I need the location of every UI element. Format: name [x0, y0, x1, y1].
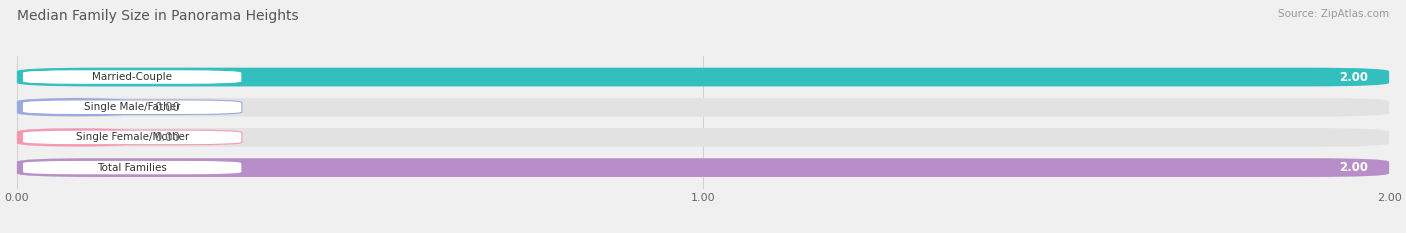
- FancyBboxPatch shape: [17, 68, 1389, 86]
- FancyBboxPatch shape: [17, 68, 1389, 86]
- FancyBboxPatch shape: [17, 128, 134, 147]
- Text: Single Female/Mother: Single Female/Mother: [76, 132, 188, 142]
- Text: Source: ZipAtlas.com: Source: ZipAtlas.com: [1278, 9, 1389, 19]
- FancyBboxPatch shape: [17, 158, 1389, 177]
- Text: 2.00: 2.00: [1340, 71, 1368, 84]
- Text: 0.00: 0.00: [155, 131, 180, 144]
- Text: Median Family Size in Panorama Heights: Median Family Size in Panorama Heights: [17, 9, 298, 23]
- FancyBboxPatch shape: [17, 98, 134, 116]
- FancyBboxPatch shape: [17, 98, 1389, 116]
- Text: Total Families: Total Families: [97, 163, 167, 173]
- FancyBboxPatch shape: [22, 130, 242, 145]
- FancyBboxPatch shape: [17, 128, 1389, 147]
- Text: Single Male/Father: Single Male/Father: [84, 102, 180, 112]
- FancyBboxPatch shape: [17, 158, 1389, 177]
- FancyBboxPatch shape: [22, 100, 242, 115]
- Text: 0.00: 0.00: [155, 101, 180, 114]
- Text: 2.00: 2.00: [1340, 161, 1368, 174]
- FancyBboxPatch shape: [22, 160, 242, 175]
- FancyBboxPatch shape: [22, 70, 242, 84]
- Text: Married-Couple: Married-Couple: [93, 72, 172, 82]
